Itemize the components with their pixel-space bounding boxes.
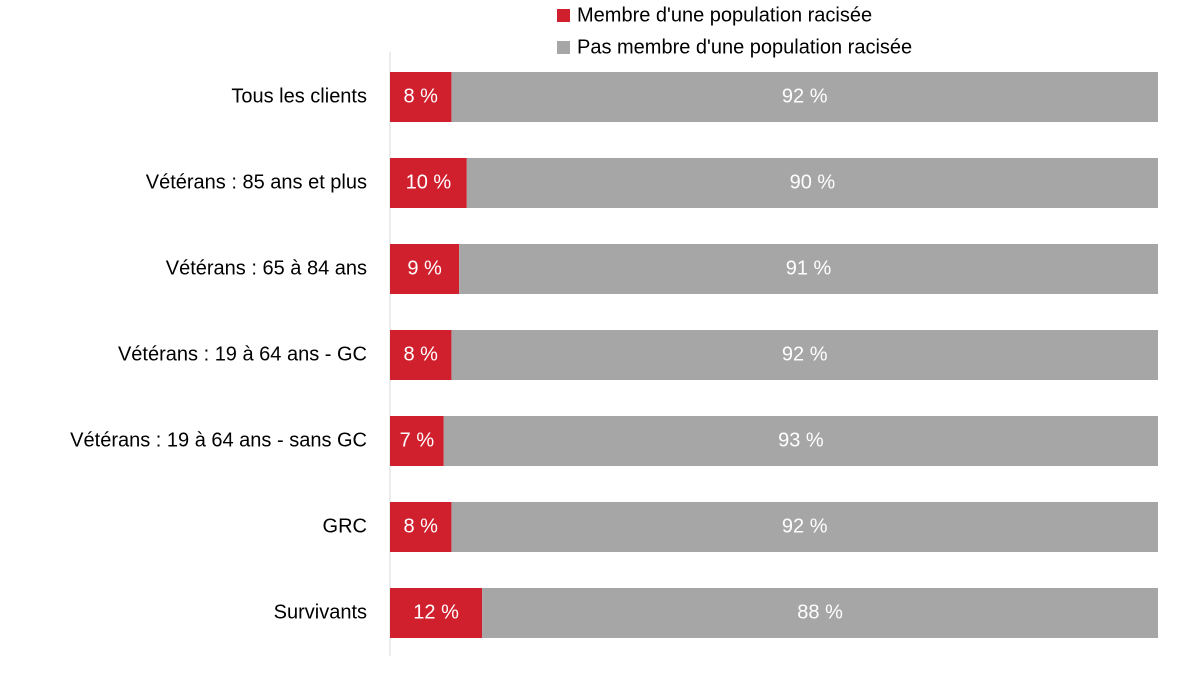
legend-swatch: [557, 9, 570, 22]
category-label: Survivants: [274, 601, 367, 623]
bar-segment: [451, 72, 1158, 122]
bar-segment: [390, 588, 483, 638]
bar-segment: [443, 416, 1158, 466]
category-label: Vétérans : 19 à 64 ans - GC: [118, 343, 367, 365]
bar-segment: [390, 330, 452, 380]
value-label: 92 %: [782, 85, 828, 107]
bar-segment: [390, 158, 467, 208]
value-label: 92 %: [782, 515, 828, 537]
bar-segment: [390, 502, 452, 552]
category-label: GRC: [323, 515, 367, 537]
legend-label: Membre d'une population racisée: [577, 4, 872, 26]
bar-segment: [459, 244, 1158, 294]
bar-segment: [451, 330, 1158, 380]
value-label: 8 %: [403, 515, 438, 537]
bar-segment: [482, 588, 1158, 638]
legend-swatch: [557, 41, 570, 54]
value-label: 91 %: [786, 257, 832, 279]
value-label: 8 %: [403, 85, 438, 107]
category-label: Vétérans : 65 à 84 ans: [166, 257, 367, 279]
bar-segment: [466, 158, 1158, 208]
value-label: 90 %: [790, 171, 836, 193]
category-label: Vétérans : 19 à 64 ans - sans GC: [70, 429, 367, 451]
value-label: 92 %: [782, 343, 828, 365]
value-label: 88 %: [797, 601, 843, 623]
category-label: Tous les clients: [231, 85, 367, 107]
bar-segment: [390, 416, 444, 466]
value-label: 9 %: [407, 257, 442, 279]
value-label: 10 %: [406, 171, 452, 193]
legend-label: Pas membre d'une population racisée: [577, 36, 912, 58]
category-label: Vétérans : 85 ans et plus: [146, 171, 367, 193]
value-label: 93 %: [778, 429, 824, 451]
bar-segment: [451, 502, 1158, 552]
value-label: 12 %: [413, 601, 459, 623]
bar-segment: [390, 72, 452, 122]
value-label: 8 %: [403, 343, 438, 365]
value-label: 7 %: [400, 429, 435, 451]
bar-segment: [390, 244, 460, 294]
